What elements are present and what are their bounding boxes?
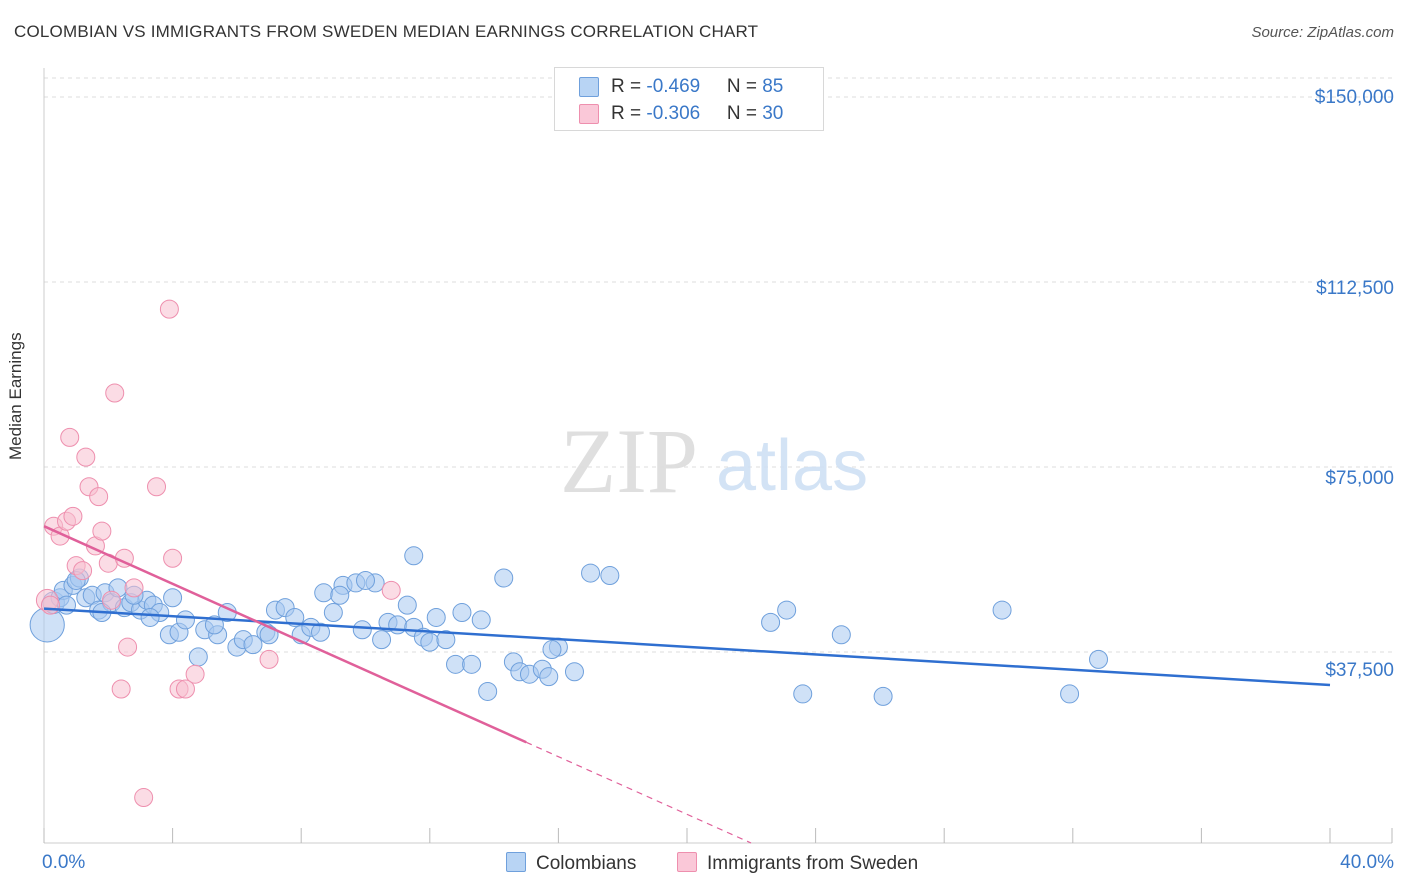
data-point (204, 615, 224, 635)
data-point (462, 654, 482, 674)
data-point (436, 630, 456, 650)
data-point (831, 625, 851, 645)
watermark-zip: ZIP (560, 410, 698, 512)
data-point (73, 561, 93, 581)
blue-swatch-icon (579, 77, 599, 97)
data-point (285, 607, 305, 627)
data-point (163, 548, 183, 568)
data-point (124, 578, 144, 598)
trend-lines (43, 525, 1331, 844)
data-point (600, 566, 620, 586)
data-point (111, 679, 131, 699)
data-point (452, 603, 472, 623)
data-point (118, 637, 138, 657)
legend-item-colombians[interactable]: Colombians (506, 852, 636, 875)
data-point (1089, 649, 1109, 669)
data-point (539, 667, 559, 687)
trend-line (43, 525, 527, 744)
data-point (330, 585, 350, 605)
legend-n-value: 30 (762, 103, 784, 124)
data-point (102, 590, 122, 610)
data-point (259, 649, 279, 669)
data-point (185, 664, 205, 684)
data-point (188, 647, 208, 667)
x-max-label: 40.0% (1340, 852, 1394, 873)
data-point (60, 427, 80, 447)
data-point (163, 588, 183, 608)
legend-r-value: -0.469 (646, 76, 701, 97)
legend-r-value: -0.306 (646, 103, 701, 124)
data-point (175, 610, 195, 630)
series-pink (35, 299, 401, 808)
data-point (404, 546, 424, 566)
watermark-atlas: atlas (716, 426, 868, 506)
data-point (243, 635, 263, 655)
y-tick-label: $112,500 (1316, 278, 1394, 299)
data-point (159, 299, 179, 319)
data-point (1060, 684, 1080, 704)
legend-r-label: R = (611, 76, 647, 97)
data-point (140, 607, 160, 627)
data-point (323, 603, 343, 623)
data-point (356, 570, 375, 590)
data-points (29, 299, 1109, 808)
data-point (426, 607, 446, 627)
data-point (542, 640, 562, 660)
data-point (92, 521, 112, 541)
data-point (478, 681, 498, 701)
data-point (310, 622, 330, 642)
series-blue (29, 546, 1109, 706)
y-tick-label: $75,000 (1325, 468, 1394, 489)
data-point (446, 654, 466, 674)
data-point (105, 383, 125, 403)
legend-r-label: R = (611, 103, 647, 124)
pink-swatch-icon (677, 852, 697, 872)
stats-legend: R = -0.469 N = 85 R = -0.306 N = 30 (554, 67, 824, 131)
trend-line-extension (526, 741, 752, 844)
data-point (992, 600, 1012, 620)
y-tick-label: $150,000 (1314, 87, 1394, 108)
grid-lines (44, 77, 1392, 653)
axes (43, 68, 1393, 844)
data-point (352, 620, 372, 640)
legend-item-sweden[interactable]: Immigrants from Sweden (677, 852, 918, 875)
data-point (581, 563, 601, 583)
legend-n-label: N = (726, 76, 763, 97)
data-point (494, 568, 514, 588)
x-min-label: 0.0% (42, 852, 86, 873)
pink-swatch-icon (579, 104, 599, 124)
data-point (471, 610, 491, 630)
data-point (175, 679, 195, 699)
data-point (873, 686, 893, 706)
legend-label: Colombians (536, 853, 637, 874)
data-point (761, 612, 781, 632)
data-point (381, 580, 401, 600)
data-point (564, 662, 584, 682)
legend-n-label: N = (726, 103, 763, 124)
chart-title: COLOMBIAN VS IMMIGRANTS FROM SWEDEN MEDI… (14, 22, 759, 41)
watermark: ZIP atlas (560, 410, 868, 512)
data-point (793, 684, 813, 704)
data-point (259, 625, 279, 645)
legend-n-value: 85 (762, 76, 784, 97)
source-label: Source: ZipAtlas.com (1251, 24, 1394, 41)
data-point (89, 487, 109, 507)
data-point (314, 583, 334, 603)
y-tick-label: $37,500 (1325, 660, 1394, 681)
data-point (777, 600, 797, 620)
data-point (372, 630, 392, 650)
data-point (397, 595, 417, 615)
data-point (63, 506, 83, 526)
blue-swatch-icon (506, 852, 526, 872)
data-point (134, 788, 154, 808)
data-point (420, 632, 440, 652)
data-point (76, 447, 96, 467)
data-point (147, 477, 167, 497)
y-axis-label: Median Earnings (6, 332, 25, 460)
legend-label: Immigrants from Sweden (707, 853, 919, 874)
data-point (40, 595, 60, 615)
